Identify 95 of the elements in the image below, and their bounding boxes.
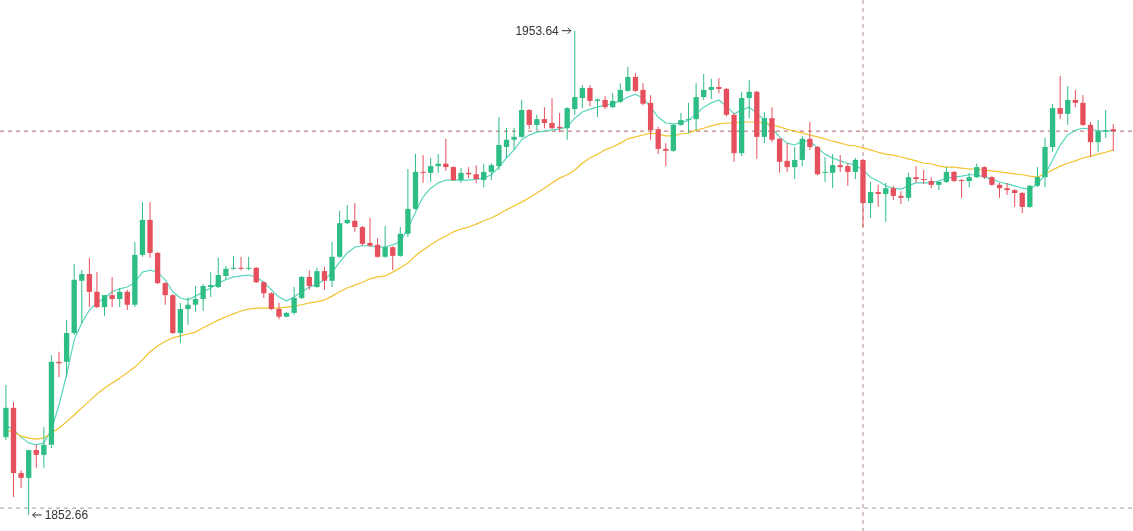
- candlestick: [41, 426, 47, 469]
- candlestick: [511, 127, 517, 151]
- candlestick: [374, 237, 381, 259]
- candlestick: [792, 146, 798, 180]
- candlestick: [1065, 85, 1071, 126]
- candlestick: [162, 281, 168, 306]
- candlestick: [587, 84, 593, 107]
- candlestick: [359, 225, 366, 247]
- candlestick: [321, 266, 328, 291]
- candlestick: [913, 165, 919, 184]
- candlestick: [1027, 184, 1033, 209]
- candlestick: [1004, 182, 1010, 196]
- candlestick: [420, 154, 426, 184]
- candlestick: [1087, 121, 1094, 158]
- candlestick: [428, 157, 434, 183]
- candlestick: [192, 285, 199, 313]
- candlestick: [693, 82, 699, 131]
- candlestick: [352, 202, 358, 233]
- candlestick: [883, 182, 889, 223]
- candlestick: [685, 102, 692, 134]
- candlestick: [875, 184, 881, 208]
- candlestick: [852, 157, 859, 180]
- candlestick: [94, 271, 100, 309]
- candlestick: [769, 106, 775, 143]
- candlestick: [541, 106, 548, 129]
- candlestick: [238, 256, 244, 271]
- candlestick: [503, 127, 510, 159]
- candlestick: [276, 302, 282, 320]
- candlestick: [564, 106, 570, 141]
- candlestick: [367, 217, 373, 248]
- candlestick: [306, 269, 312, 291]
- candlestick: [1034, 166, 1041, 188]
- candlestick: [18, 469, 24, 489]
- candlestick: [716, 77, 722, 94]
- candlestick: [397, 226, 403, 258]
- candlestick: [1057, 75, 1063, 120]
- candlestick: [33, 444, 39, 469]
- candlestick: [921, 169, 927, 185]
- candlestick: [185, 296, 191, 326]
- annotation: 1953.64: [515, 23, 560, 38]
- candlestick: [208, 271, 214, 298]
- candlestick: [807, 121, 813, 151]
- candlestick: [245, 256, 252, 271]
- candlestick: [708, 78, 714, 100]
- candlestick: [958, 178, 965, 199]
- candlestick: [291, 286, 297, 316]
- candlestick: [230, 255, 237, 271]
- candlestick: [701, 73, 707, 101]
- candlestick: [79, 269, 85, 324]
- candlestick: [86, 257, 93, 308]
- candlestick: [1103, 109, 1109, 139]
- candlestick: [549, 97, 555, 130]
- candlestick: [177, 302, 184, 344]
- candlestick: [382, 225, 388, 259]
- candlestick: [526, 108, 532, 130]
- candlestick: [905, 172, 912, 202]
- candlestick: [101, 294, 108, 317]
- candlestick: [109, 276, 115, 308]
- candlestick: [579, 84, 586, 109]
- candlestick: [602, 95, 608, 110]
- candlestick: [329, 241, 335, 288]
- candlestick: [481, 163, 487, 188]
- candlestick: [496, 116, 502, 171]
- candlestick: [746, 79, 752, 119]
- candlestick: [632, 72, 639, 93]
- candlestick: [776, 137, 783, 174]
- candlestick: [761, 111, 768, 144]
- candlestick: [124, 289, 130, 311]
- candlestick: [640, 82, 646, 106]
- candlestick: [390, 245, 396, 271]
- candlestick: [784, 142, 790, 173]
- candlestick: [625, 66, 631, 93]
- candlestick: [215, 257, 221, 289]
- candlestick: [458, 167, 464, 184]
- candlestick: [663, 142, 669, 167]
- candlestick: [314, 267, 320, 289]
- candlestick: [1110, 123, 1116, 152]
- candlestick: [1095, 119, 1101, 153]
- candlestick: [117, 287, 123, 308]
- candlestick: [200, 283, 206, 312]
- candlestick: [898, 190, 904, 205]
- candlestick: [572, 30, 578, 116]
- candlestick: [845, 162, 851, 187]
- candlestick: [655, 126, 661, 155]
- candlestick: [1019, 191, 1025, 214]
- candlestick: [829, 153, 836, 189]
- candlestick: [1080, 94, 1086, 127]
- candlestick: [799, 135, 805, 167]
- annotation: 1852.66: [44, 508, 89, 522]
- candlestick: [867, 181, 874, 219]
- candlestick: [678, 112, 684, 127]
- candlestick: [822, 156, 828, 183]
- candlestick: [299, 275, 305, 300]
- candlestick: [617, 82, 623, 104]
- candlestick: [223, 265, 229, 281]
